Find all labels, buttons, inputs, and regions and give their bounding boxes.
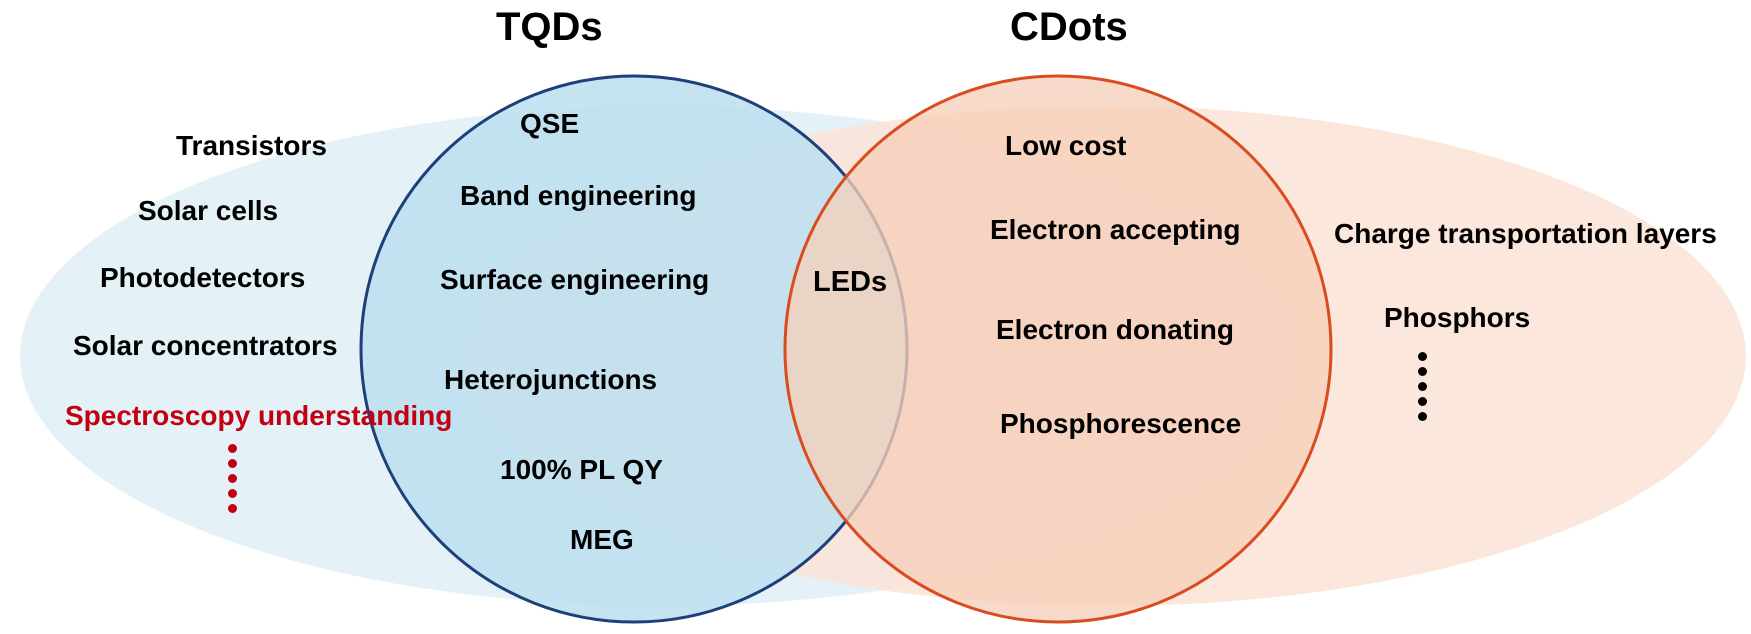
dot-icon: [228, 474, 237, 483]
dot-icon: [1418, 397, 1427, 406]
right-inner-item: Low cost: [1005, 130, 1126, 162]
dot-icon: [228, 459, 237, 468]
left-outer-item: Photodetectors: [100, 262, 305, 294]
left-inner-item: MEG: [570, 524, 634, 556]
center-item: LEDs: [813, 266, 887, 299]
left-inner-item: 100% PL QY: [500, 454, 663, 486]
right-inner-item: Electron donating: [996, 314, 1234, 346]
dot-icon: [228, 444, 237, 453]
left-inner-item: Heterojunctions: [444, 364, 657, 396]
right-outer-item: Charge transportation layers: [1334, 218, 1717, 250]
left-outer-item-highlight: Spectroscopy understanding: [65, 400, 452, 432]
ellipsis-dots-right: [1418, 352, 1427, 421]
left-outer-item: Solar cells: [138, 195, 278, 227]
dot-icon: [1418, 412, 1427, 421]
dot-icon: [1418, 352, 1427, 361]
dot-icon: [228, 489, 237, 498]
ellipsis-dots-left: [228, 444, 237, 513]
right-inner-item: Phosphorescence: [1000, 408, 1241, 440]
dot-icon: [1418, 382, 1427, 391]
left-inner-item: Surface engineering: [440, 264, 709, 296]
left-outer-item: Solar concentrators: [73, 330, 338, 362]
left-outer-item: Transistors: [176, 130, 327, 162]
left-inner-item: QSE: [520, 108, 579, 140]
left-inner-item: Band engineering: [460, 180, 696, 212]
dot-icon: [1418, 367, 1427, 376]
right-outer-item: Phosphors: [1384, 302, 1530, 334]
dot-icon: [228, 504, 237, 513]
right-inner-item: Electron accepting: [990, 214, 1241, 246]
title-left: TQDs: [496, 5, 603, 50]
title-right: CDots: [1010, 5, 1128, 50]
